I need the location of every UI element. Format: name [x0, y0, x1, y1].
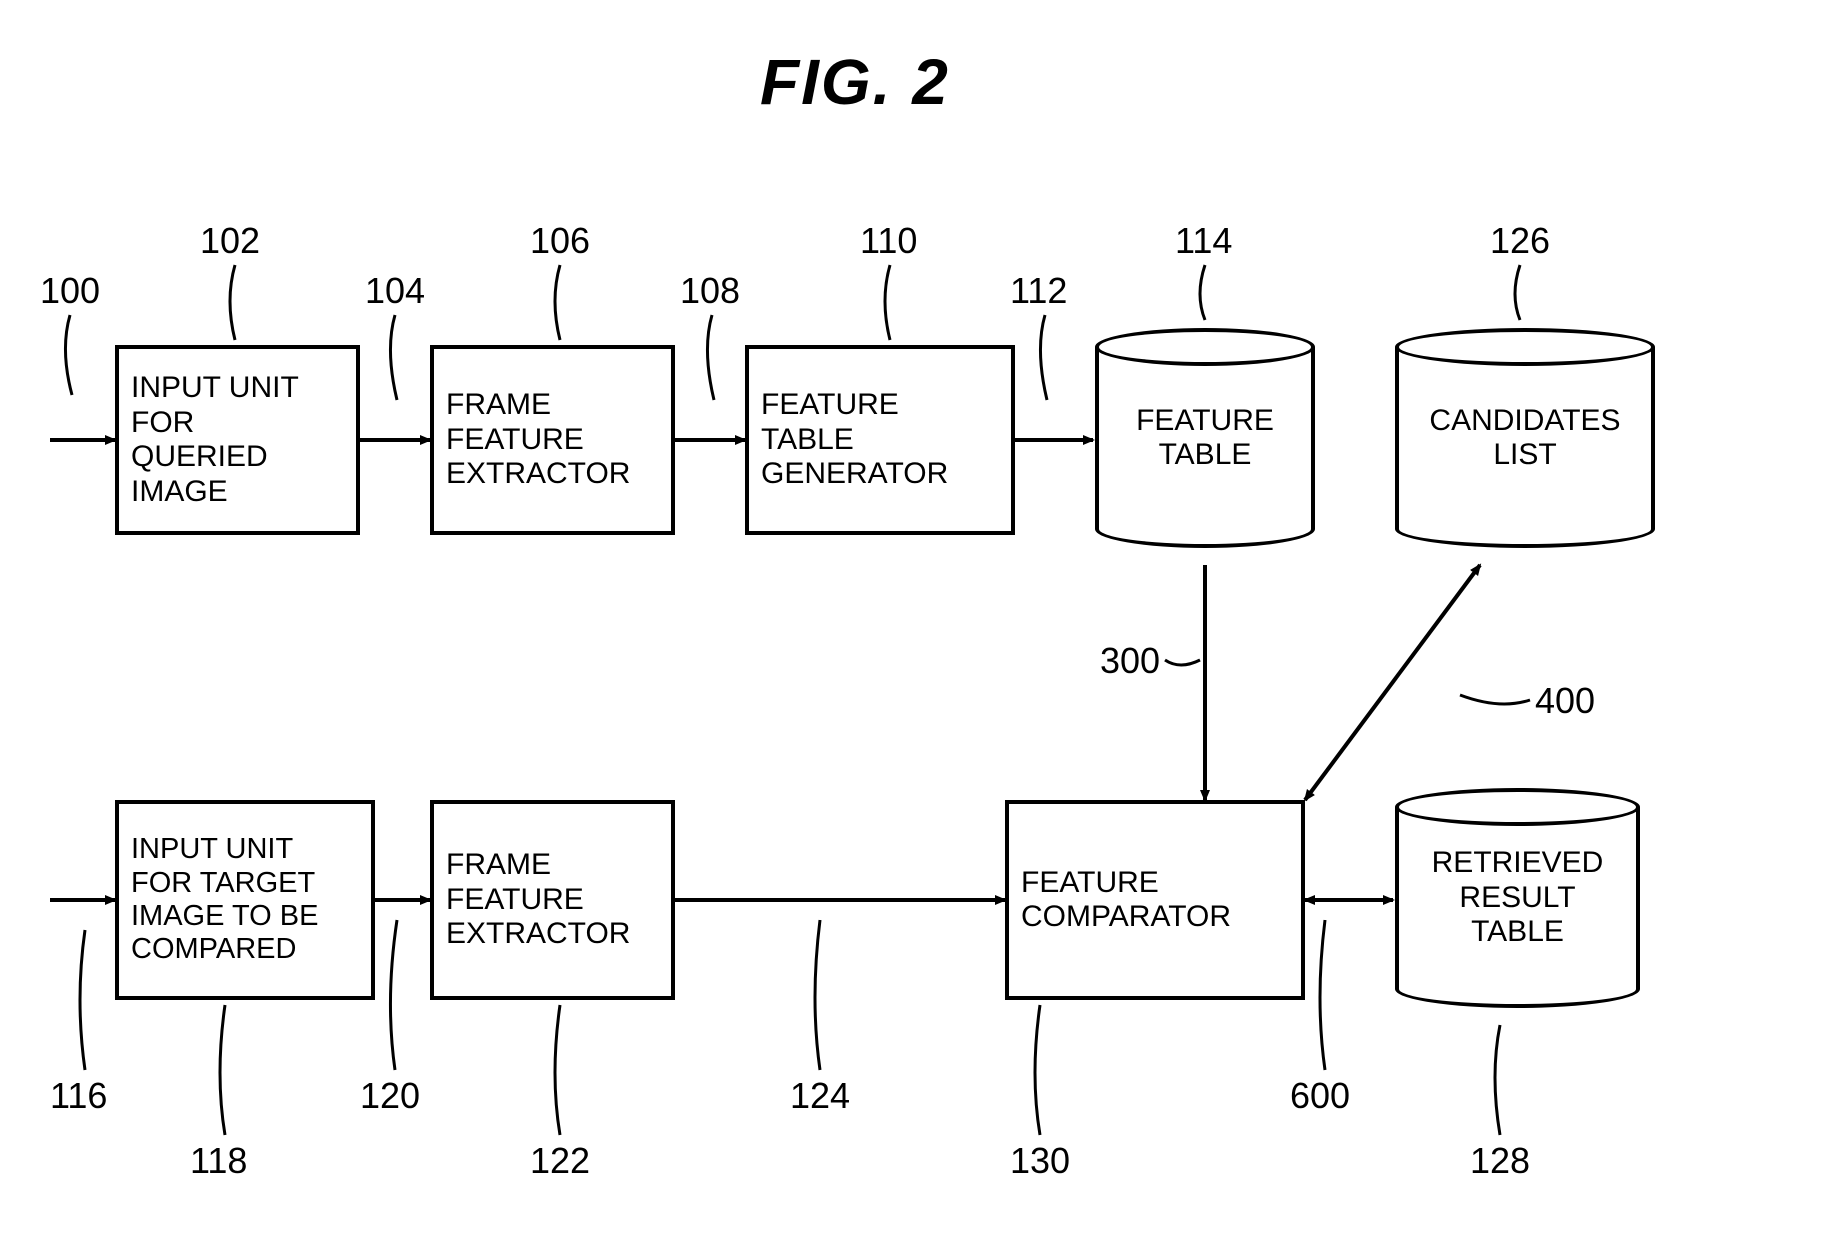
- leader-r126: [1515, 265, 1520, 320]
- leader-r116: [80, 930, 85, 1070]
- ref-r126: 126: [1490, 220, 1550, 262]
- leader-r130: [1035, 1005, 1040, 1135]
- leader-r110: [885, 265, 890, 340]
- ref-r102: 102: [200, 220, 260, 262]
- leader-r300: [1165, 660, 1200, 665]
- arrow-a400: [1305, 565, 1480, 800]
- leader-r114: [1200, 265, 1205, 320]
- ref-r106: 106: [530, 220, 590, 262]
- leader-r112: [1040, 315, 1047, 400]
- ref-r122: 122: [530, 1140, 590, 1182]
- ref-r120: 120: [360, 1075, 420, 1117]
- ref-r104: 104: [365, 270, 425, 312]
- block-b110: FEATURETABLEGENERATOR: [745, 345, 1015, 535]
- ref-r400: 400: [1535, 680, 1595, 722]
- ref-r130: 130: [1010, 1140, 1070, 1182]
- figure-title: FIG. 2: [760, 45, 950, 119]
- cylinder-c128: RETRIEVEDRESULTTABLE: [1395, 788, 1640, 1008]
- leader-r100: [65, 315, 72, 395]
- ref-r114: 114: [1175, 220, 1232, 262]
- cylinder-c126-label: CANDIDATESLIST: [1395, 347, 1655, 529]
- block-b106: FRAMEFEATUREEXTRACTOR: [430, 345, 675, 535]
- leader-r122: [555, 1005, 560, 1135]
- leader-r108: [707, 315, 714, 400]
- block-b122: FRAMEFEATUREEXTRACTOR: [430, 800, 675, 1000]
- ref-r128: 128: [1470, 1140, 1530, 1182]
- leader-r128: [1495, 1025, 1500, 1135]
- leader-r600: [1320, 920, 1325, 1070]
- ref-r118: 118: [190, 1140, 247, 1182]
- leader-r124: [815, 920, 820, 1070]
- ref-r100: 100: [40, 270, 100, 312]
- diagram-canvas: FIG. 2 INPUT UNITFORQUERIEDIMAGE FRAMEFEAT…: [0, 0, 1832, 1240]
- ref-r108: 108: [680, 270, 740, 312]
- cylinder-c128-label: RETRIEVEDRESULTTABLE: [1395, 807, 1640, 989]
- block-b130: FEATURECOMPARATOR: [1005, 800, 1305, 1000]
- leader-r400: [1460, 695, 1530, 704]
- leader-r106: [555, 265, 560, 340]
- leader-r118: [220, 1005, 225, 1135]
- connector-layer: [0, 0, 1832, 1240]
- ref-r112: 112: [1010, 270, 1067, 312]
- leader-r120: [390, 920, 397, 1070]
- leader-r102: [230, 265, 235, 340]
- cylinder-c126: CANDIDATESLIST: [1395, 328, 1655, 548]
- ref-r116: 116: [50, 1075, 107, 1117]
- cylinder-c114: FEATURETABLE: [1095, 328, 1315, 548]
- ref-r124: 124: [790, 1075, 850, 1117]
- ref-r110: 110: [860, 220, 917, 262]
- block-b118: INPUT UNITFOR TARGETIMAGE TO BECOMPARED: [115, 800, 375, 1000]
- block-b102: INPUT UNITFORQUERIEDIMAGE: [115, 345, 360, 535]
- ref-r300: 300: [1100, 640, 1160, 682]
- cylinder-c114-label: FEATURETABLE: [1095, 347, 1315, 529]
- leader-r104: [390, 315, 397, 400]
- ref-r600: 600: [1290, 1075, 1350, 1117]
